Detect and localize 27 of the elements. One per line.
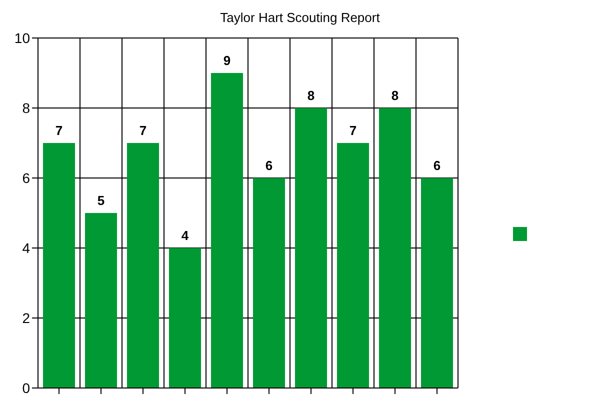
data-label: 8 xyxy=(391,88,399,103)
data-label: 4 xyxy=(181,228,190,243)
y-tick-label: 8 xyxy=(22,100,30,116)
data-label: 7 xyxy=(349,123,357,138)
bar xyxy=(421,178,453,388)
bar xyxy=(211,73,243,388)
data-label: 7 xyxy=(55,123,63,138)
bar xyxy=(253,178,285,388)
bar xyxy=(169,248,201,388)
bar xyxy=(379,108,411,388)
data-label: 5 xyxy=(97,193,105,208)
data-label: 8 xyxy=(307,88,315,103)
y-tick-label: 0 xyxy=(22,380,30,396)
bar xyxy=(127,143,159,388)
bar xyxy=(295,108,327,388)
data-label: 7 xyxy=(139,123,147,138)
bar xyxy=(337,143,369,388)
data-label: 6 xyxy=(433,158,441,173)
y-tick-label: 4 xyxy=(22,240,30,256)
data-label: 9 xyxy=(223,53,231,68)
chart-title: Taylor Hart Scouting Report xyxy=(219,10,381,25)
bar xyxy=(43,143,75,388)
bar xyxy=(85,213,117,388)
data-label: 6 xyxy=(265,158,273,173)
y-tick-label: 10 xyxy=(14,30,30,46)
y-tick-label: 2 xyxy=(22,310,30,326)
y-tick-label: 6 xyxy=(22,170,30,186)
